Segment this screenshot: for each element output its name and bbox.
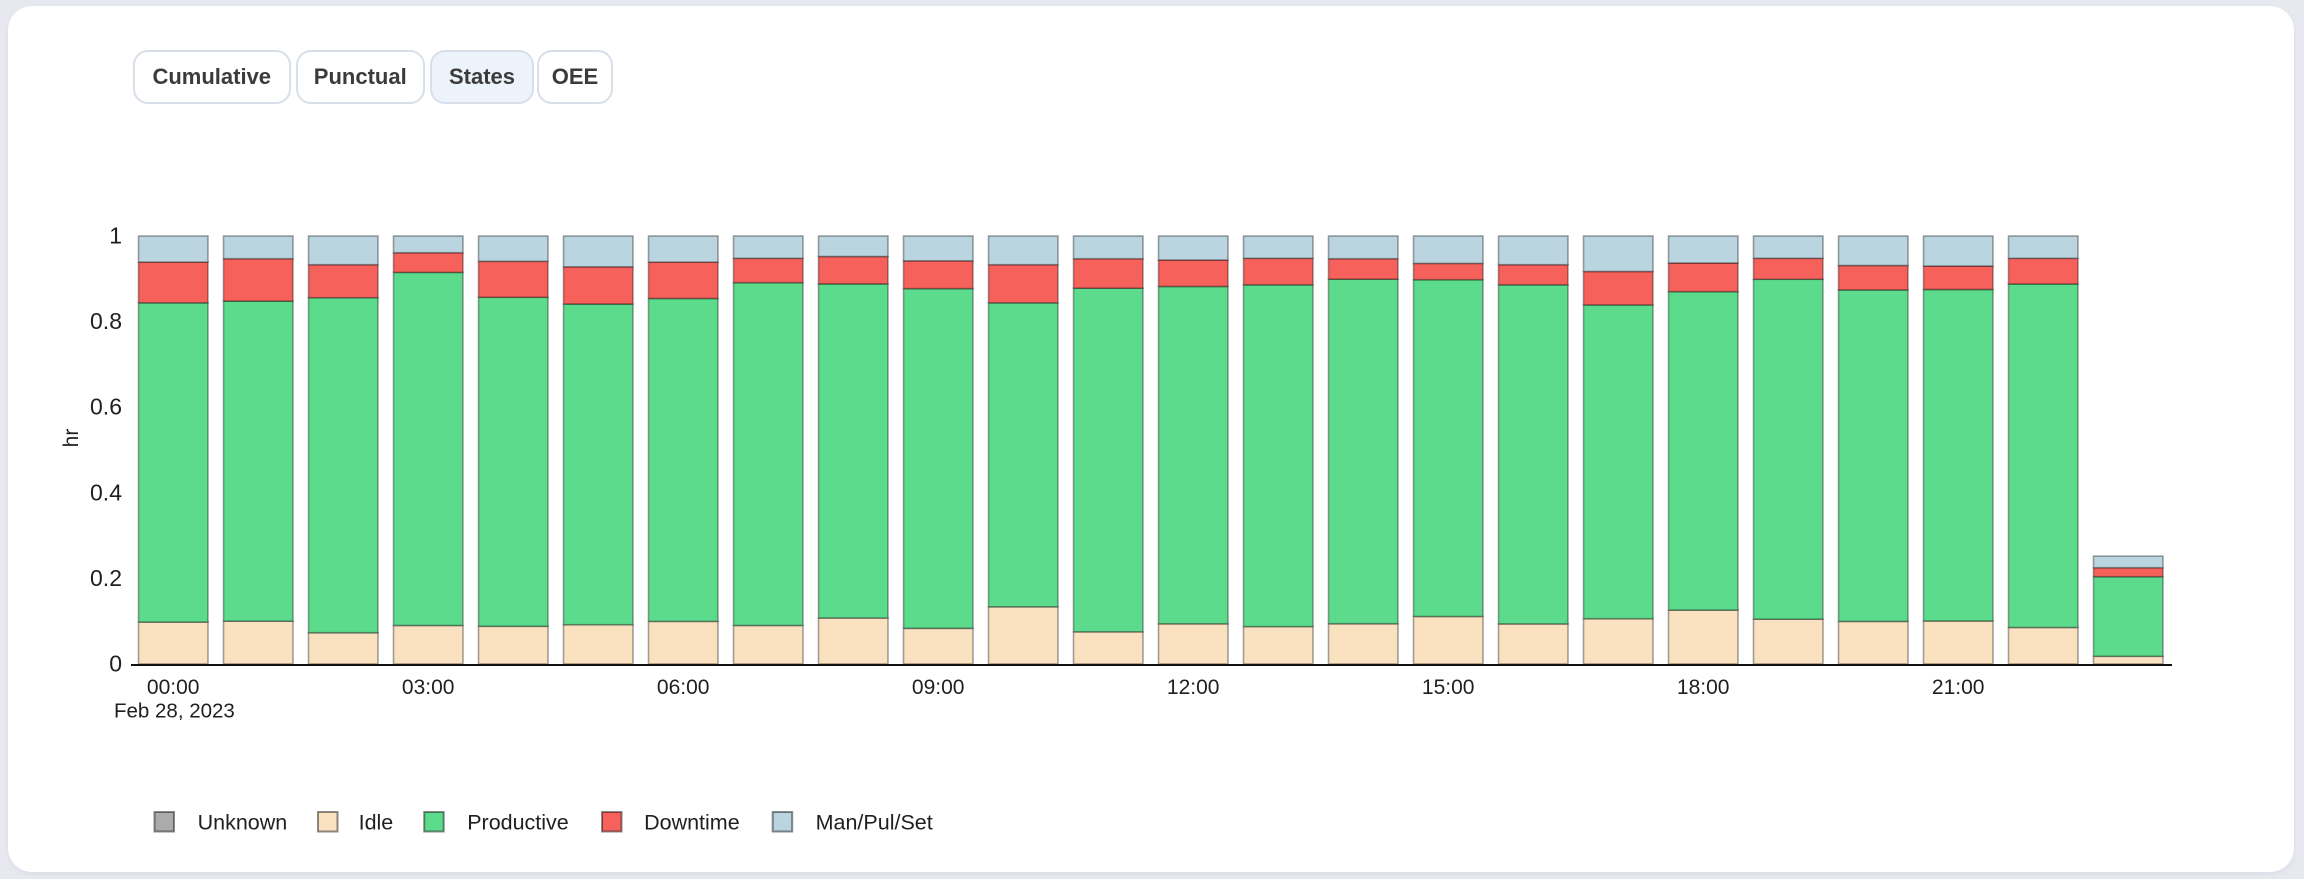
svg-text:09:00: 09:00: [912, 676, 965, 699]
svg-text:0.6: 0.6: [90, 394, 122, 420]
svg-text:Downtime: Downtime: [644, 811, 740, 835]
svg-text:0.4: 0.4: [90, 479, 122, 505]
svg-text:0.8: 0.8: [90, 308, 122, 334]
svg-text:Productive: Productive: [467, 811, 569, 835]
svg-text:00:00: 00:00: [147, 676, 200, 699]
svg-text:03:00: 03:00: [402, 676, 455, 699]
svg-text:hr: hr: [60, 429, 83, 448]
svg-text:15:00: 15:00: [1422, 676, 1475, 699]
svg-text:18:00: 18:00: [1677, 676, 1730, 699]
svg-text:Man/Pul/Set: Man/Pul/Set: [816, 811, 933, 835]
svg-text:21:00: 21:00: [1932, 676, 1985, 699]
svg-text:0.2: 0.2: [90, 565, 122, 591]
svg-text:12:00: 12:00: [1167, 676, 1220, 699]
svg-text:1: 1: [109, 223, 122, 249]
svg-text:Idle: Idle: [359, 811, 394, 835]
svg-text:06:00: 06:00: [657, 676, 710, 699]
svg-text:Feb 28, 2023: Feb 28, 2023: [114, 700, 235, 723]
svg-text:Unknown: Unknown: [198, 811, 288, 835]
svg-text:0: 0: [109, 651, 122, 677]
